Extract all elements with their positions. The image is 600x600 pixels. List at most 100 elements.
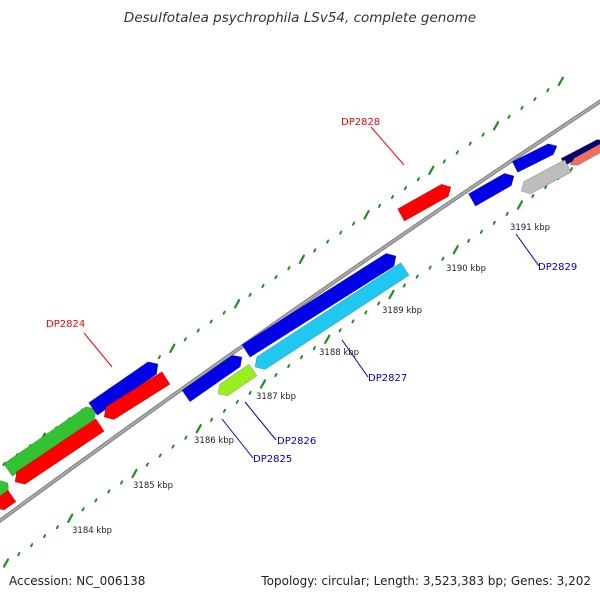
outer-tick: [222, 310, 226, 315]
inner-tick: [259, 379, 267, 389]
inner-tick: [441, 256, 445, 261]
scale-label-3191: 3191 kbp: [510, 223, 550, 233]
scale-label-3186: 3186 kbp: [194, 436, 234, 446]
outer-tick: [377, 203, 382, 208]
leader-line-dp2825: [221, 418, 254, 459]
gene-label-dp2827[interactable]: DP2827: [368, 373, 407, 384]
inner-tick: [299, 355, 304, 360]
label-leader-lines: [83, 126, 540, 459]
gene-arrow-green: [3, 406, 97, 477]
outer-tick: [468, 141, 472, 146]
gene-arrow-blue-c: [468, 173, 515, 207]
inner-tick: [94, 498, 98, 503]
inner-tick: [402, 283, 406, 288]
scale-label-3190: 3190 kbp: [446, 264, 486, 274]
accession-text: Accession: NC_006138: [9, 574, 146, 588]
inner-tick: [479, 229, 484, 234]
outer-tick: [428, 165, 435, 175]
inner-tick: [338, 328, 342, 333]
backbone-line-highlight: [0, 100, 600, 522]
outer-tick: [209, 319, 213, 324]
inner-tick: [415, 274, 419, 279]
gene-arrow-blue-d: [511, 143, 558, 173]
inner-tick: [235, 399, 239, 404]
leader-line-dp2829: [515, 233, 540, 267]
inner-tick: [210, 417, 214, 422]
gene-arrow-red-a: [14, 418, 105, 485]
outer-tick: [455, 150, 459, 155]
outer-tick: [481, 132, 485, 137]
outer-tick: [390, 194, 395, 200]
inner-tick: [312, 346, 316, 351]
leader-line-dp2827: [341, 339, 369, 378]
outer-tick: [557, 76, 564, 87]
genome-summary-text: Topology: circular; Length: 3,523,383 bp…: [261, 574, 591, 588]
scale-label-3187: 3187 kbp: [256, 392, 296, 402]
leader-line-dp2824: [83, 332, 113, 368]
inner-tick: [2, 558, 10, 568]
inner-tick: [184, 435, 188, 440]
inner-tick: [120, 480, 124, 485]
outer-tick: [313, 248, 317, 253]
outer-tick: [533, 97, 537, 102]
gene-label-dp2829[interactable]: DP2829: [538, 262, 577, 273]
outer-tick: [274, 275, 278, 280]
inner-tick: [467, 238, 471, 243]
inner-tick: [145, 462, 149, 467]
inner-tick: [107, 489, 111, 494]
scale-label-3184: 3184 kbp: [72, 526, 112, 536]
gene-label-dp2825[interactable]: DP2825: [253, 454, 292, 465]
outer-tick: [416, 177, 420, 182]
inner-tick: [30, 543, 34, 548]
outer-tick: [546, 88, 550, 93]
gene-label-dp2826[interactable]: DP2826: [277, 436, 316, 447]
inner-tick: [516, 200, 524, 210]
inner-tick: [222, 408, 227, 413]
gene-arrow-salmon: [569, 143, 600, 166]
gene-arrow-dp2828: [397, 183, 452, 222]
inner-tick: [531, 194, 535, 199]
inner-tick: [195, 424, 202, 434]
inner-tick: [67, 513, 74, 523]
outer-tick: [157, 355, 161, 360]
outer-tick: [183, 337, 187, 342]
outer-tick: [233, 299, 241, 309]
gene-arrow-red-b: [103, 371, 171, 420]
scale-label-3185: 3185 kbp: [133, 481, 173, 491]
gene-arrow-blue-b: [241, 253, 397, 358]
inner-tick: [351, 319, 355, 324]
outer-tick: [196, 328, 200, 333]
inner-tick: [364, 310, 368, 315]
inner-tick: [17, 552, 21, 557]
gene-features: [0, 139, 600, 511]
gene-arrow-blue-a: [181, 354, 243, 403]
gene-label-dp2824[interactable]: DP2824: [46, 319, 85, 330]
labels: 3184 kbp 3185 kbp 3186 kbp 3187 kbp 3188…: [46, 117, 577, 536]
outer-tick: [298, 254, 305, 264]
outer-tick: [248, 292, 252, 297]
inner-tick: [569, 167, 573, 172]
outer-tick: [403, 186, 408, 191]
inner-tick: [492, 220, 496, 225]
inner-tick: [287, 364, 291, 369]
inner-tick: [42, 534, 47, 539]
inner-tick: [428, 265, 432, 270]
outer-tick: [169, 343, 176, 353]
inner-tick: [81, 507, 85, 512]
inner-tick: [544, 185, 548, 190]
map-title: Desulfotalea psychrophila LSv54, complet…: [123, 10, 477, 26]
outer-tick: [339, 230, 343, 235]
leader-line-dp2826: [244, 401, 277, 441]
inner-tick: [505, 211, 509, 216]
outer-tick: [442, 159, 446, 164]
gene-arrow-gray: [520, 159, 572, 195]
outer-tick: [352, 221, 356, 226]
scale-label-3189: 3189 kbp: [382, 306, 422, 316]
inner-tick: [248, 390, 252, 395]
gene-label-dp2828[interactable]: DP2828: [341, 117, 380, 128]
leader-line-dp2828: [370, 126, 405, 166]
inner-tick: [158, 453, 162, 458]
outer-tick: [287, 266, 291, 271]
